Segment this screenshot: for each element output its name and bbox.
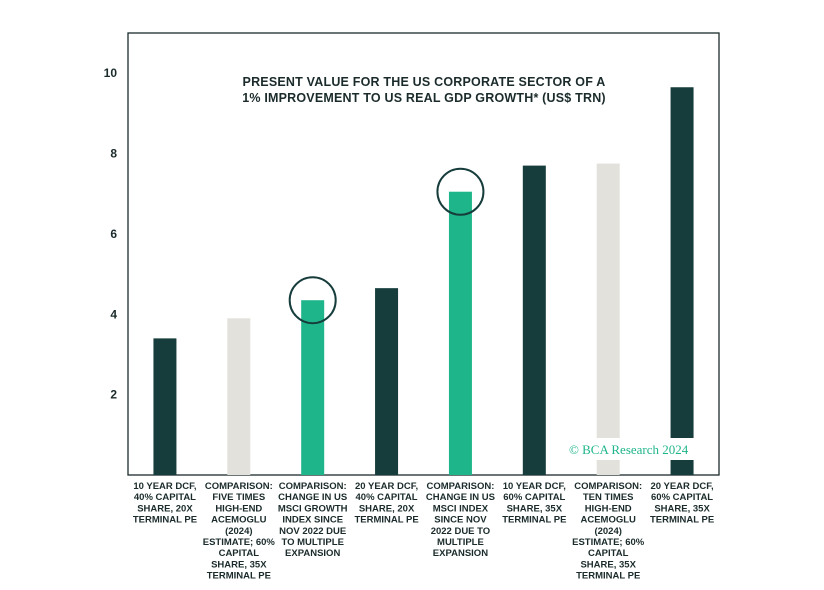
bar-7 xyxy=(596,163,620,475)
x-category-label: COMPARISON: CHANGE IN US MSCI INDEX SINCE N… xyxy=(426,481,495,559)
x-category-line: TERMINAL PE xyxy=(354,515,418,526)
x-category-line: EXPANSION xyxy=(285,548,340,559)
x-category-line: COMPARISON: xyxy=(279,481,347,492)
x-category-line: 60% CAPITAL xyxy=(503,492,565,503)
x-category-line: CAPITAL xyxy=(219,548,260,559)
bar-2 xyxy=(227,318,251,475)
x-category-line: TERMINAL PE xyxy=(133,515,197,526)
chart-title-line-2: 1% IMPROVEMENT TO US REAL GDP GROWTH* (U… xyxy=(242,91,606,105)
x-category-line: 40% CAPITAL xyxy=(356,492,418,503)
bar-8 xyxy=(670,87,694,475)
x-category-line: TERMINAL PE xyxy=(207,571,271,582)
x-category-line: COMPARISON: xyxy=(426,481,494,492)
x-category-line: FIVE TIMES xyxy=(212,492,265,503)
x-category-line: INDEX SINCE xyxy=(282,515,343,526)
x-category-line: HIGH-END xyxy=(215,503,262,514)
x-category-line: 20 YEAR DCF, xyxy=(650,481,713,492)
x-category-line: SINCE NOV xyxy=(434,515,487,526)
y-tick-label: 10 xyxy=(104,66,118,80)
x-category-line: TO MULTIPLE xyxy=(281,537,343,548)
x-category-line: TERMINAL PE xyxy=(576,571,640,582)
x-category-label: COMPARISON: FIVE TIMES HIGH-END ACEMOGLU (20… xyxy=(203,481,276,582)
x-category-line: TEN TIMES xyxy=(583,492,634,503)
plot-frame xyxy=(127,32,720,476)
x-category-line: 10 YEAR DCF, xyxy=(133,481,196,492)
x-category-line: ACEMOGLU xyxy=(580,515,636,526)
x-category-label: 10 YEAR DCF, 40% CAPITAL SHARE, 20X TERMINA… xyxy=(133,481,197,526)
y-tick-label: 4 xyxy=(110,307,117,321)
y-tick-label: 2 xyxy=(110,388,117,402)
highlight-circles xyxy=(288,167,485,325)
bar-5 xyxy=(448,191,472,475)
x-category-line: ESTIMATE; 60% xyxy=(203,537,276,548)
x-category-line: EXPANSION xyxy=(433,548,488,559)
y-axis-ticks: 2 4 6 8 10 xyxy=(104,66,118,401)
highlight-circle xyxy=(288,276,337,325)
x-category-line: 10 YEAR DCF, xyxy=(503,481,566,492)
x-category-line: NOV 2022 DUE xyxy=(279,526,346,537)
x-category-label: 10 YEAR DCF, 60% CAPITAL SHARE, 35X TERMINA… xyxy=(502,481,566,526)
x-category-line: SHARE, 35X xyxy=(654,503,710,514)
x-category-line: 2022 DUE TO xyxy=(431,526,491,537)
x-category-line: (2024) xyxy=(225,526,252,537)
chart-title-line-1: PRESENT VALUE FOR THE US CORPORATE SECTO… xyxy=(243,75,606,89)
x-category-label: 20 YEAR DCF, 40% CAPITAL SHARE, 20X TERMINA… xyxy=(354,481,418,526)
x-category-line: MSCI INDEX xyxy=(433,503,489,514)
x-category-line: ESTIMATE; 60% xyxy=(572,537,645,548)
x-category-line: (2024) xyxy=(594,526,621,537)
bars xyxy=(153,87,694,475)
bar-1 xyxy=(153,338,177,475)
x-category-line: CHANGE IN US xyxy=(426,492,495,503)
x-category-line: COMPARISON: xyxy=(574,481,642,492)
bar-4 xyxy=(375,288,399,475)
x-category-line: TERMINAL PE xyxy=(502,515,566,526)
x-category-line: 20 YEAR DCF, xyxy=(355,481,418,492)
x-category-line: ACEMOGLU xyxy=(211,515,267,526)
x-axis-categories: 10 YEAR DCF, 40% CAPITAL SHARE, 20X TERMINA… xyxy=(133,481,714,582)
highlight-circle xyxy=(436,167,485,216)
x-category-line: HIGH-END xyxy=(585,503,632,514)
x-category-line: SHARE, 20X xyxy=(359,503,415,514)
x-category-line: SHARE, 20X xyxy=(137,503,193,514)
copyright-text: © BCA Research 2024 xyxy=(569,442,689,457)
x-category-line: SHARE, 35X xyxy=(211,559,267,570)
x-category-line: MULTIPLE xyxy=(437,537,484,548)
bar-6 xyxy=(522,165,546,475)
bar-3 xyxy=(301,300,325,475)
x-category-line: 40% CAPITAL xyxy=(134,492,196,503)
x-category-line: MSCI GROWTH xyxy=(278,503,348,514)
x-category-line: SHARE, 35X xyxy=(507,503,563,514)
x-category-line: TERMINAL PE xyxy=(650,515,714,526)
copyright-backdrop xyxy=(565,438,711,460)
x-category-line: CAPITAL xyxy=(588,548,629,559)
x-category-line: CHANGE IN US xyxy=(278,492,347,503)
x-category-line: 60% CAPITAL xyxy=(651,492,713,503)
y-tick-label: 8 xyxy=(110,147,117,161)
x-category-line: COMPARISON: xyxy=(205,481,273,492)
y-tick-label: 6 xyxy=(110,227,117,241)
x-category-line: SHARE, 35X xyxy=(580,559,636,570)
x-category-label: COMPARISON: CHANGE IN US MSCI GROWTH INDEX … xyxy=(278,481,348,559)
x-category-label: 20 YEAR DCF, 60% CAPITAL SHARE, 35X TERMINA… xyxy=(650,481,714,526)
x-category-label: COMPARISON: TEN TIMES HIGH-END ACEMOGLU (202… xyxy=(572,481,645,582)
